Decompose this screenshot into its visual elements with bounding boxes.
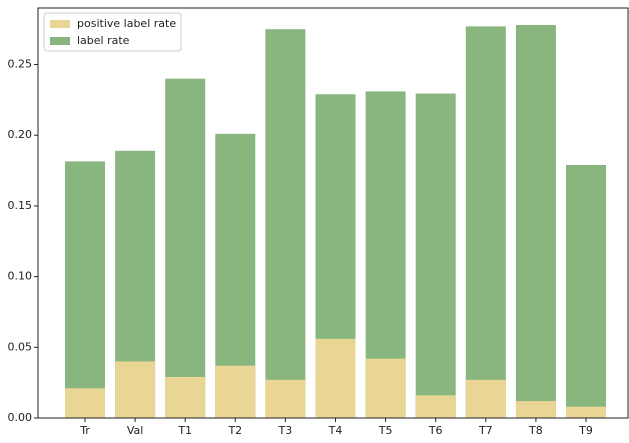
bar: [265, 29, 306, 418]
bar: [365, 358, 406, 418]
x-tick-label: Tr: [79, 424, 90, 437]
legend-label: label rate: [77, 34, 130, 47]
bar: [566, 164, 606, 418]
bar: [415, 93, 456, 418]
bar: [566, 406, 606, 418]
axes-frame: [37, 7, 629, 419]
legend-swatch: [50, 20, 70, 28]
x-tick-label: T5: [378, 424, 393, 437]
bar: [65, 161, 105, 418]
legend-box: [43, 12, 182, 52]
y-tick-label: 0.15: [8, 199, 33, 212]
y-tick-label: 0.00: [8, 411, 33, 424]
bar: [415, 395, 456, 418]
bar: [515, 24, 556, 419]
legend: positive label rate label rate: [43, 12, 182, 52]
bar: [465, 26, 506, 419]
bar: [215, 365, 256, 418]
bar: [115, 361, 156, 418]
x-tick-label: T9: [578, 424, 593, 437]
x-tick-label: T2: [227, 424, 242, 437]
x-tick-label: T1: [177, 424, 192, 437]
y-tick-label: 0.10: [8, 270, 33, 283]
bar: [515, 401, 556, 418]
y-tick-label: 0.20: [8, 128, 33, 141]
y-tick-label: 0.05: [8, 340, 33, 353]
x-tick-label: T3: [278, 424, 293, 437]
y-tick-label: 0.25: [8, 58, 33, 71]
bar: [265, 379, 306, 418]
bar: [465, 379, 506, 418]
legend-label: positive label rate: [77, 17, 176, 30]
x-tick-label: T4: [328, 424, 343, 437]
bar: [65, 388, 105, 418]
x-tick-label: T6: [428, 424, 443, 437]
legend-swatch: [50, 37, 70, 45]
x-tick-label: T7: [478, 424, 493, 437]
bar: [165, 377, 206, 418]
x-tick-label: T8: [528, 424, 543, 437]
x-tick-label: Val: [127, 424, 143, 437]
bar: [165, 78, 206, 419]
bar: [315, 338, 356, 418]
